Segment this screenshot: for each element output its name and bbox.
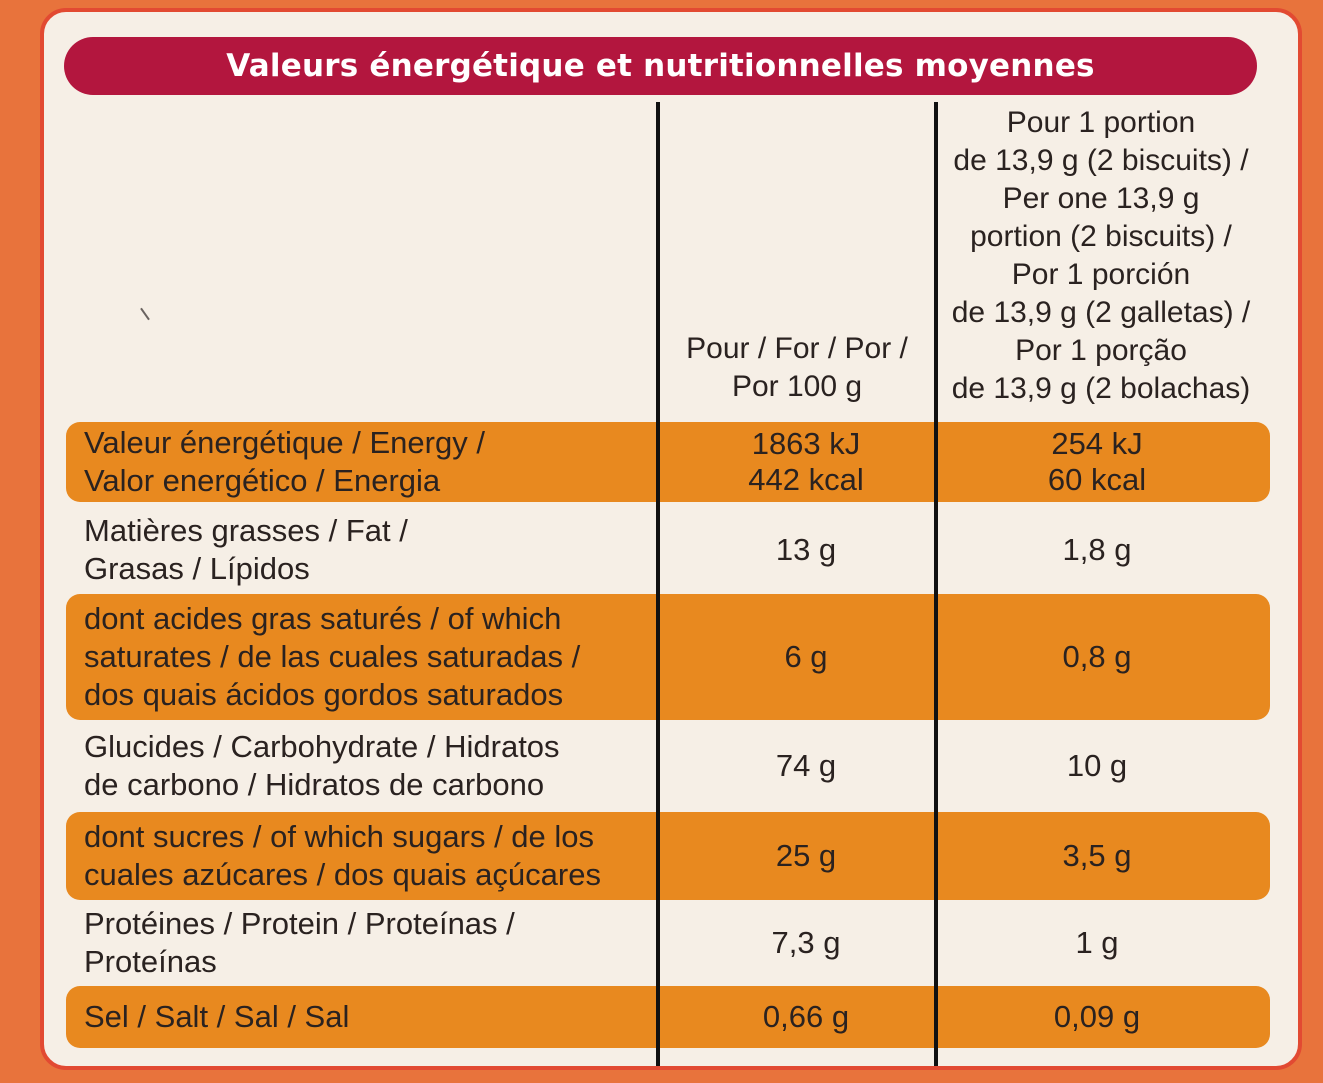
value-per-100g: 1863 kJ 442 kcal <box>666 426 946 498</box>
value-line: 74 g <box>775 748 837 783</box>
row-label-line: de carbono / Hidratos de carbono <box>84 767 545 802</box>
table-row-carbohydrate: Glucides / Carbohydrate / Hidratos de ca… <box>66 720 1270 812</box>
print-speck <box>140 307 150 321</box>
value-per-portion: 10 g <box>934 748 1260 784</box>
column-header-line: Pour / For / Por / <box>686 332 908 365</box>
row-label-line: Valeur énergétique / Energy / <box>84 425 485 460</box>
value-per-portion: 0,8 g <box>934 639 1260 675</box>
row-label-line: Grasas / Lípidos <box>84 551 310 586</box>
column-header-line: de 13,9 g (2 galletas) / <box>951 296 1251 329</box>
value-line: 10 g <box>1066 748 1128 783</box>
value-line: 60 kcal <box>1047 462 1147 497</box>
value-line: 0,66 g <box>762 999 850 1034</box>
row-label: Matières grasses / Fat / Grasas / Lípido… <box>84 512 644 588</box>
value-line: 0,8 g <box>1062 639 1132 674</box>
row-label-line: dont sucres / of which sugars / de los <box>84 819 595 854</box>
row-label: Sel / Salt / Sal / Sal <box>84 998 644 1036</box>
table-title: Valeurs énergétique et nutritionnelles m… <box>64 37 1257 95</box>
column-header-line: Per one 13,9 g <box>1002 182 1200 215</box>
value-line: 7,3 g <box>771 925 841 960</box>
value-line: 1 g <box>1075 925 1119 960</box>
value-per-100g: 0,66 g <box>666 999 946 1035</box>
table-row-protein: Protéines / Protein / Proteínas / Proteí… <box>66 900 1270 986</box>
table-row-saturates: dont acides gras saturés / of which satu… <box>66 594 1270 720</box>
row-label-line: Valor energético / Energia <box>84 463 441 498</box>
row-label: Glucides / Carbohydrate / Hidratos de ca… <box>84 728 644 804</box>
nutrition-panel: Valeurs énergétique et nutritionnelles m… <box>40 8 1302 1070</box>
column-header-line: Por 100 g <box>731 370 863 403</box>
row-label: dont sucres / of which sugars / de los c… <box>84 818 644 894</box>
row-label-line: dont acides gras saturés / of which <box>84 601 562 636</box>
table-row-fat: Matières grasses / Fat / Grasas / Lípido… <box>66 506 1270 594</box>
table-row-energy: Valeur énergétique / Energy / Valor ener… <box>66 422 1270 502</box>
column-header-line: de 13,9 g (2 biscuits) / <box>953 144 1249 177</box>
value-per-portion: 0,09 g <box>934 999 1260 1035</box>
value-line: 13 g <box>775 532 837 567</box>
value-line: 6 g <box>784 639 828 674</box>
value-line: 442 kcal <box>748 462 864 497</box>
column-header-line: portion (2 biscuits) / <box>970 220 1232 253</box>
value-per-100g: 13 g <box>666 532 946 568</box>
value-per-100g: 6 g <box>666 639 946 675</box>
row-label-line: cuales azúcares / dos quais açúcares <box>84 857 601 892</box>
column-divider <box>656 102 660 1066</box>
column-divider <box>934 102 938 1066</box>
table-row-salt: Sel / Salt / Sal / Sal 0,66 g 0,09 g <box>66 986 1270 1048</box>
value-line: 3,5 g <box>1062 838 1132 873</box>
value-line: 25 g <box>775 838 837 873</box>
value-per-portion: 1,8 g <box>934 532 1260 568</box>
row-label: Protéines / Protein / Proteínas / Proteí… <box>84 905 644 981</box>
value-line: 254 kJ <box>1051 426 1143 461</box>
column-header-per-portion: Pour 1 portion de 13,9 g (2 biscuits) / … <box>938 104 1264 408</box>
row-label-line: Matières grasses / Fat / <box>84 513 408 548</box>
column-header-line: Por 1 porção <box>1015 334 1187 367</box>
column-header-line: Pour 1 portion <box>1006 106 1196 139</box>
value-per-portion: 1 g <box>934 925 1260 961</box>
value-per-100g: 7,3 g <box>666 925 946 961</box>
row-label: Valeur énergétique / Energy / Valor ener… <box>84 424 644 500</box>
table-row-sugars: dont sucres / of which sugars / de los c… <box>66 812 1270 900</box>
row-label: dont acides gras saturés / of which satu… <box>84 600 644 714</box>
row-label-line: Proteínas <box>84 944 217 979</box>
row-label-line: dos quais ácidos gordos saturados <box>84 677 564 712</box>
value-per-100g: 25 g <box>666 838 946 874</box>
value-line: 0,09 g <box>1053 999 1141 1034</box>
value-line: 1,8 g <box>1062 532 1132 567</box>
row-label-line: Glucides / Carbohydrate / Hidratos <box>84 729 560 764</box>
column-header-per-100g: Pour / For / Por / Por 100 g <box>656 330 938 406</box>
column-header-line: de 13,9 g (2 bolachas) <box>951 372 1251 405</box>
row-label-line: Sel / Salt / Sal / Sal <box>84 999 350 1034</box>
row-label-line: Protéines / Protein / Proteínas / <box>84 906 515 941</box>
value-per-portion: 3,5 g <box>934 838 1260 874</box>
value-per-100g: 74 g <box>666 748 946 784</box>
value-per-portion: 254 kJ 60 kcal <box>934 426 1260 498</box>
row-label-line: saturates / de las cuales saturadas / <box>84 639 581 674</box>
value-line: 1863 kJ <box>751 426 861 461</box>
column-header-line: Por 1 porción <box>1011 258 1191 291</box>
